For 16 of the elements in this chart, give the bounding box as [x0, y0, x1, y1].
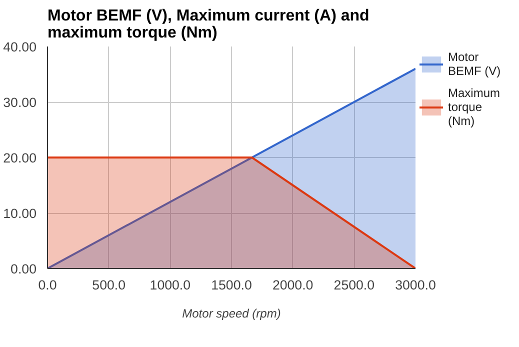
x-tick-label: 3000.0 — [395, 278, 436, 292]
y-tick-label: 0.00 — [10, 262, 37, 276]
y-tick-label: 30.00 — [3, 95, 37, 110]
y-tick-label: 40.00 — [3, 40, 37, 54]
legend-label: Maximum torque (Nm) — [448, 86, 500, 128]
x-tick-label: 2500.0 — [334, 278, 375, 292]
x-tick-label: 1000.0 — [150, 278, 191, 292]
x-tick-label: 500.0 — [92, 278, 126, 292]
y-tick-label: 20.00 — [3, 150, 37, 166]
legend-label: Motor BEMF (V) — [448, 50, 501, 78]
x-tick-label: 2000.0 — [272, 278, 314, 292]
y-tick-label: 10.00 — [3, 206, 37, 221]
x-axis-title: Motor speed (rpm) — [182, 306, 281, 320]
chart-title: Motor BEMF (V), Maximum current (A) and maximum torque (Nm) — [48, 8, 370, 42]
x-tick-label: 1500.0 — [211, 278, 252, 292]
x-tick-label: 0.0 — [38, 278, 57, 292]
